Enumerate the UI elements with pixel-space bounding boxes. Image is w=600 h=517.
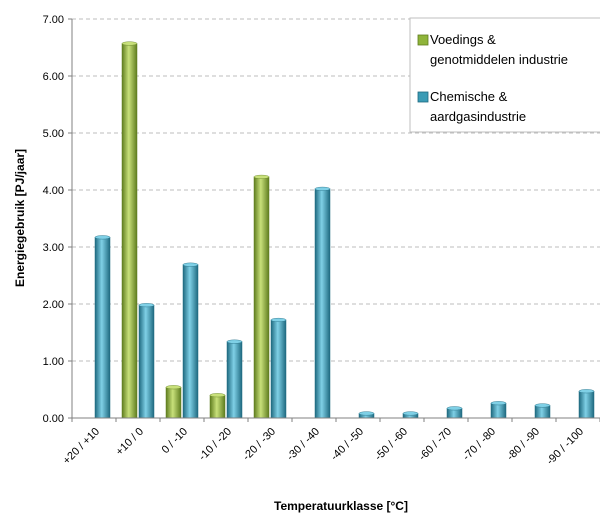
bar-voedings [253,176,270,419]
y-tick-label: 0.00 [43,413,64,425]
bar-voedings [209,394,226,419]
x-tick-label: -60 / -70 [417,426,454,463]
y-tick-label: 1.00 [43,356,64,368]
y-tick-label: 6.00 [43,71,64,83]
y-tick-label: 3.00 [43,242,64,254]
legend-swatch-chemische [417,91,429,103]
bar-chemische [138,304,155,419]
legend-label-chemische-line2: aardgasindustrie [430,109,526,124]
bar-cap [578,389,595,394]
bar-cap [402,411,419,416]
bar-cap [314,186,331,191]
y-tick-label: 2.00 [43,299,64,311]
x-tick-label: -80 / -90 [505,426,542,463]
x-tick-label: -10 / -20 [197,426,234,463]
x-tick-label: -40 / -50 [329,426,366,463]
legend-label-voedings-line1: Voedings & [430,32,496,47]
bar-cap [138,303,155,308]
y-axis-title: Energiegebruik [PJ/jaar] [13,149,27,287]
bar-chemische [226,341,243,419]
x-axis-title: Temperatuurklasse [°C] [274,499,408,513]
bar-voedings [121,43,138,419]
bar-cap [446,406,463,411]
legend-box [409,17,600,133]
legend-label-chemische-line1: Chemische & [430,89,508,104]
bar-cap [165,385,182,390]
y-tick-label: 5.00 [43,128,64,140]
bar-cap [358,411,375,416]
x-tick-label: -30 / -40 [285,426,322,463]
x-tick-label: -50 / -60 [373,426,410,463]
bar-cap [490,401,507,406]
grid [72,18,600,362]
x-tick-label: +10 / 0 [114,426,146,458]
bar-chemische [578,390,595,419]
bar-cap [534,403,551,408]
y-tick-label: 4.00 [43,185,64,197]
x-tick-label: -20 / -30 [241,426,278,463]
bar-chemische [490,402,507,419]
legend: Voedings & genotmiddelen industrie Chemi… [409,17,600,133]
bar-chemische [270,319,287,419]
bar-cap [94,235,111,240]
bar-cap [270,317,287,322]
bar-chemische [94,237,111,419]
bar-cap [209,393,226,398]
y-tick-label: 7.00 [43,14,64,26]
legend-swatch-voedings [417,34,429,46]
x-axis-ticks: +20 / +10 +10 / 0 0 / -10 -10 / -20 -20 / -3… [61,418,600,467]
bar-cap [253,174,270,179]
bar-voedings [165,386,182,419]
legend-label-voedings-line2: genotmiddelen industrie [430,52,568,67]
bar-cap [226,339,243,344]
x-tick-label: +20 / +10 [61,426,102,467]
bar-cap [182,262,199,267]
bar-cap [121,41,138,46]
bar-chemische [182,264,199,419]
y-axis-ticks: 0.00 1.00 2.00 3.00 4.00 5.00 6.00 7.00 [43,14,72,425]
bars [94,41,595,419]
bar-chemische [314,188,331,419]
x-tick-label: -70 / -80 [461,426,498,463]
x-tick-label: -90 / -100 [544,426,586,468]
x-tick-label: 0 / -10 [160,426,191,457]
